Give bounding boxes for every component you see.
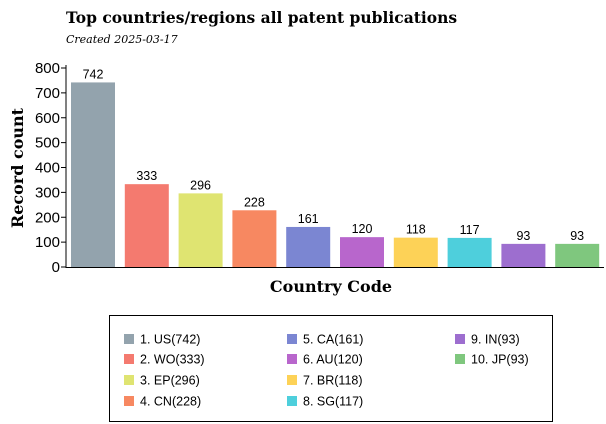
axes [65, 65, 604, 268]
bar-sg [447, 237, 492, 267]
legend: 1. US(742) 2. WO(333) 3. EP(296) 4. CN(228)… [109, 315, 553, 422]
data-label-ep: 296 [190, 178, 211, 192]
y-tick-label: 400 [35, 160, 60, 177]
y-tick-label: 100 [35, 234, 60, 251]
bar-us [71, 82, 115, 268]
bar-cn [232, 210, 277, 267]
y-axis-title: Record count [8, 107, 27, 228]
data-label-au: 120 [352, 222, 373, 236]
data-label-br: 118 [406, 223, 426, 237]
chart-subtitle: Created 2025-03-17 [66, 33, 178, 46]
y-tick-label: 700 [35, 85, 60, 102]
bar-ca [286, 226, 331, 267]
chart-title: Top countries/regions all patent publica… [66, 8, 457, 27]
legend-swatch-cn [124, 396, 134, 406]
y-tick-label: 500 [35, 135, 60, 152]
legend-box [109, 315, 553, 422]
data-label-cn: 228 [244, 195, 265, 209]
data-label-sg: 117 [460, 223, 480, 237]
y-tick-label: 800 [35, 60, 60, 77]
y-tick-label: 200 [35, 209, 60, 226]
bar-ep [178, 193, 223, 267]
y-tick-label: 0 [52, 259, 60, 276]
legend-swatch-us [124, 334, 134, 344]
legend-swatch-in [455, 334, 465, 344]
legend-label-wo: 2. WO(333) [140, 353, 205, 367]
bars-group: 742 333 296 228 161 120 118 117 93 93 [71, 67, 600, 268]
legend-swatch-wo [124, 354, 134, 364]
legend-swatch-jp [455, 354, 465, 364]
legend-swatch-br [287, 375, 297, 385]
legend-swatch-au [287, 354, 297, 364]
data-label-jp: 93 [570, 229, 584, 243]
y-axis-ticks: 0 100 200 300 400 500 600 700 800 [35, 60, 66, 276]
bar-au [340, 237, 384, 267]
x-axis-title: Country Code [270, 277, 392, 296]
legend-label-sg: 8. SG(117) [303, 395, 363, 409]
legend-label-au: 6. AU(120) [303, 353, 363, 367]
legend-label-ep: 3. EP(296) [140, 374, 200, 388]
legend-label-us: 1. US(742) [140, 333, 200, 347]
legend-label-br: 7. BR(118) [303, 374, 363, 388]
bar-in [501, 243, 546, 267]
legend-swatch-sg [287, 396, 297, 406]
legend-label-in: 9. IN(93) [471, 333, 520, 347]
y-tick-label: 300 [35, 184, 60, 201]
legend-label-jp: 10. JP(93) [471, 353, 529, 367]
legend-label-ca: 5. CA(161) [303, 333, 363, 347]
data-label-us: 742 [83, 67, 104, 81]
y-tick-label: 600 [35, 110, 60, 127]
legend-swatch-ca [287, 334, 297, 344]
bar-jp [555, 243, 600, 267]
data-label-wo: 333 [136, 169, 157, 183]
legend-swatch-ep [124, 375, 134, 385]
data-label-ca: 161 [298, 212, 319, 226]
legend-label-cn: 4. CN(228) [140, 395, 201, 409]
bar-wo [124, 184, 169, 267]
data-label-in: 93 [516, 229, 530, 243]
bar-br [393, 237, 438, 267]
